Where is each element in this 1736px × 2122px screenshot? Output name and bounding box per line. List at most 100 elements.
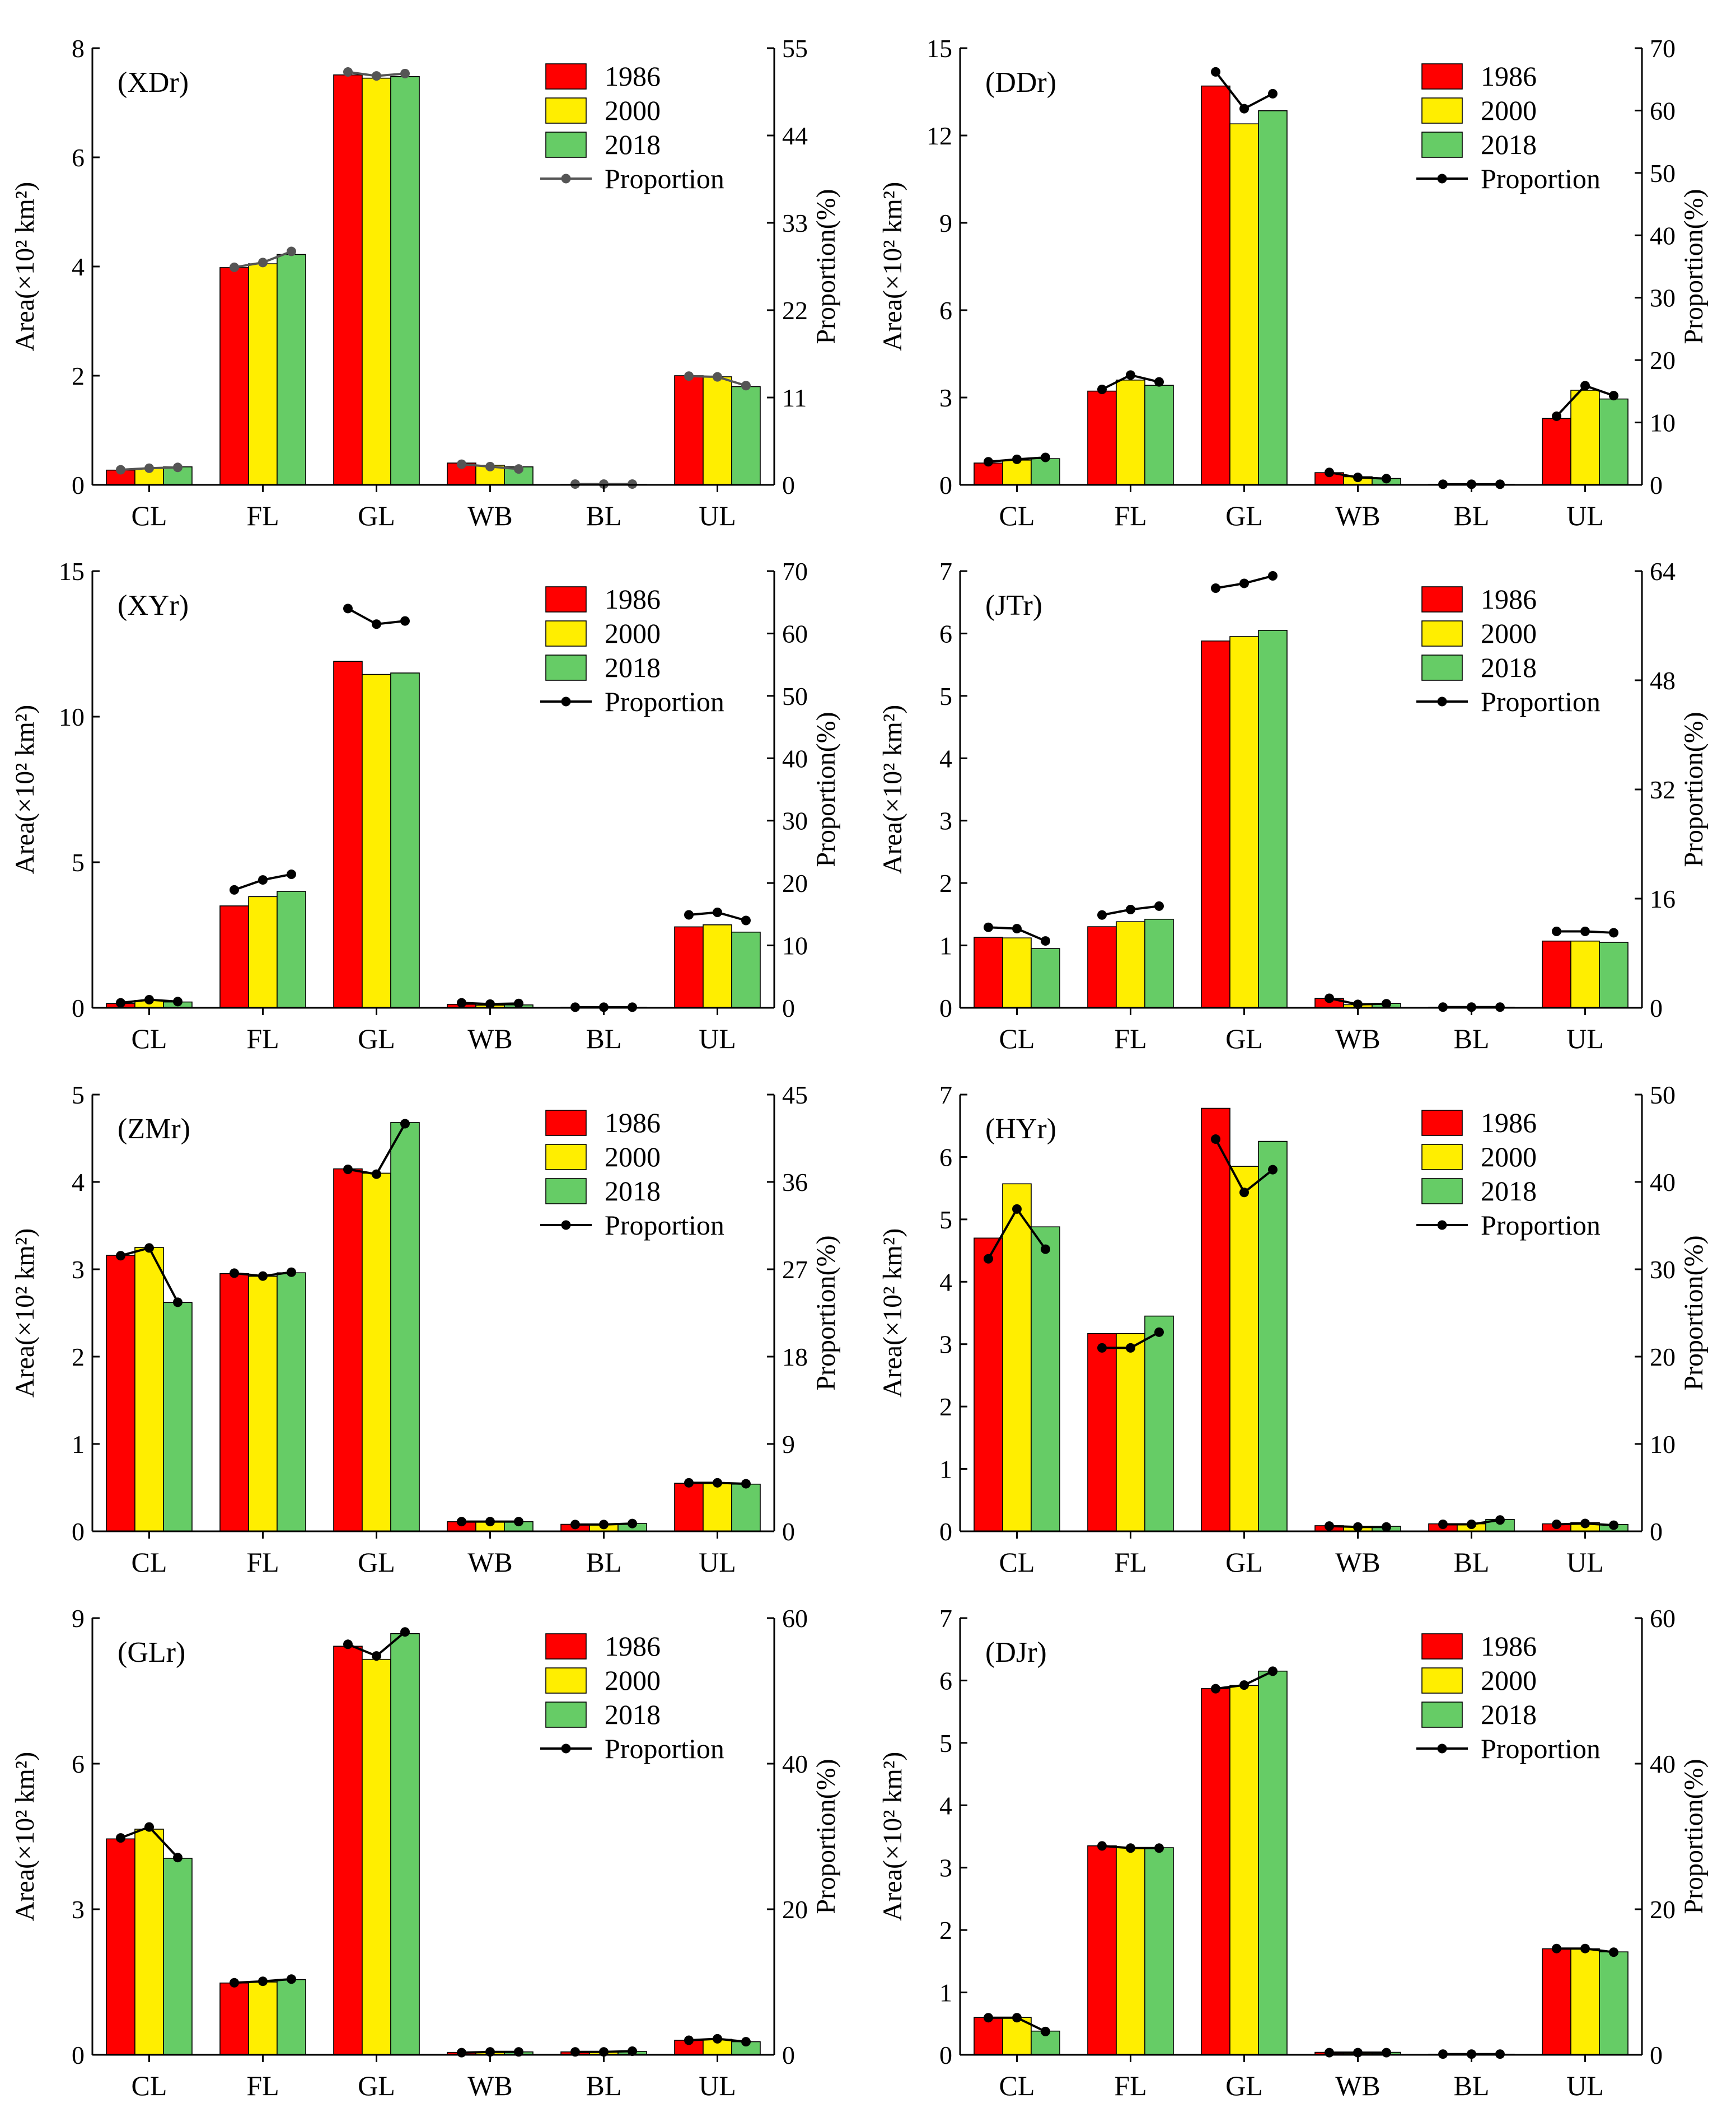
- x-tick-label: UL: [699, 1546, 736, 1578]
- legend-label-1986: 1986: [1481, 583, 1537, 615]
- proportion-point-gl-0: [1211, 67, 1220, 77]
- bar-cl-2018: [1031, 1226, 1060, 1532]
- chart-panel-djr: CL FL GL WB BL UL 0 1 2 3 4 5 6 7 0 20 40 60 Area(×10² km²…: [878, 1604, 1709, 2101]
- legend-swatch-2018: [1421, 1178, 1463, 1204]
- y-tick-label-right: 45: [782, 1081, 808, 1109]
- proportion-point-fl-0: [1097, 385, 1107, 395]
- bar-cl-2018: [163, 1858, 193, 2055]
- proportion-point-fl-0: [1097, 910, 1107, 920]
- proportion-point-fl-0: [230, 885, 239, 895]
- y-tick-label-right: 60: [782, 1604, 808, 1633]
- bar-cl-2000: [1002, 1183, 1032, 1532]
- panel-label: (DDr): [985, 67, 1056, 99]
- bar-gl-2018: [1258, 1670, 1288, 2055]
- legend-swatch-1986: [1421, 586, 1463, 613]
- legend-label-2000: 2000: [605, 1665, 661, 1696]
- bar-gl-1986: [1201, 1688, 1230, 2055]
- legend-label-2000: 2000: [1481, 618, 1537, 649]
- proportion-point-ul-1: [713, 908, 722, 918]
- proportion-point-fl-2: [1154, 901, 1164, 911]
- y-tick-label-right: 50: [1650, 1081, 1676, 1109]
- y-tick-label-left: 6: [939, 296, 952, 325]
- legend-label-proportion: Proportion: [605, 1733, 724, 1764]
- chart-panel-glr: CL FL GL WB BL UL 0 3 6 9 0 20 40 60 Area(×10² km²) Pro…: [10, 1604, 841, 2101]
- x-tick-label: CL: [132, 2070, 167, 2101]
- legend-label-2018: 2018: [1481, 129, 1537, 160]
- proportion-point-ul-1: [1580, 1943, 1590, 1953]
- y-tick-label-right: 40: [782, 1750, 808, 1778]
- proportion-point-cl-1: [1012, 924, 1022, 934]
- proportion-point-cl-1: [1012, 1204, 1022, 1214]
- y-tick-label-right: 9: [782, 1430, 795, 1459]
- x-tick-label: BL: [1454, 500, 1490, 531]
- proportion-point-fl-2: [1154, 1327, 1164, 1337]
- y-tick-label-left: 3: [939, 1854, 952, 1882]
- bar-gl-2000: [1229, 1166, 1259, 1532]
- proportion-point-ul-1: [713, 2034, 722, 2044]
- bar-fl-1986: [219, 267, 249, 485]
- legend-swatch-2018: [545, 655, 587, 681]
- proportion-point-ul-0: [1552, 927, 1561, 936]
- proportion-point-cl-0: [116, 1251, 125, 1261]
- bar-ul-1986: [674, 1483, 704, 1532]
- y-tick-label-right: 55: [782, 34, 808, 63]
- proportion-point-gl-0: [1211, 583, 1220, 593]
- legend-marker-proportion: [1437, 1744, 1447, 1754]
- y-tick-label-left: 9: [72, 1604, 85, 1633]
- y-tick-label-right: 32: [1650, 775, 1676, 804]
- bar-fl-1986: [219, 905, 249, 1008]
- y-tick-label-left: 0: [939, 994, 952, 1022]
- y-tick-label-right: 20: [782, 1895, 808, 1924]
- y-tick-label-right: 10: [1650, 1430, 1676, 1459]
- proportion-point-gl-2: [400, 616, 410, 626]
- legend-label-proportion: Proportion: [1481, 1209, 1601, 1241]
- bar-ul-2018: [731, 386, 761, 485]
- proportion-point-cl-2: [173, 997, 183, 1007]
- y-tick-label-left: 8: [72, 34, 85, 63]
- legend-swatch-2000: [1421, 97, 1463, 124]
- proportion-point-bl-2: [628, 2046, 637, 2056]
- proportion-point-bl-2: [628, 1518, 637, 1529]
- legend-label-2018: 2018: [1481, 1699, 1537, 1730]
- proportion-point-fl-1: [1126, 1843, 1135, 1853]
- y-tick-label-right: 30: [1650, 1255, 1676, 1284]
- legend-label-proportion: Proportion: [1481, 686, 1601, 717]
- x-tick-label: GL: [1225, 2070, 1263, 2101]
- bar-fl-1986: [1087, 390, 1117, 485]
- bar-fl-2018: [1144, 1847, 1174, 2055]
- y-tick-label-right: 0: [1650, 471, 1663, 499]
- proportion-point-cl-1: [144, 1243, 154, 1253]
- legend-swatch-2000: [1421, 1667, 1463, 1694]
- proportion-point-fl-0: [1097, 1343, 1107, 1353]
- y-tick-label-right: 0: [1650, 1517, 1663, 1546]
- bar-cl-2000: [1002, 937, 1032, 1008]
- legend-swatch-1986: [1421, 1110, 1463, 1136]
- y-tick-label-left: 1: [72, 1430, 85, 1459]
- bar-fl-1986: [1087, 1333, 1117, 1532]
- bar-ul-1986: [674, 375, 704, 485]
- y-axis-title-right: Proportion(%): [811, 712, 841, 867]
- legend-marker-proportion: [1437, 697, 1447, 707]
- chart-panel-ddr: CL FL GL WB BL UL 0 3 6 9 12 15 0 10 20 30 40 50 60 70 Area(…: [878, 34, 1709, 531]
- proportion-point-fl-1: [1126, 905, 1135, 914]
- proportion-point-fl-1: [1126, 370, 1135, 380]
- y-axis-title-right: Proportion(%): [811, 189, 841, 344]
- bar-fl-2018: [1144, 1315, 1174, 1532]
- proportion-point-ul-2: [741, 381, 751, 391]
- y-tick-label-left: 5: [939, 1729, 952, 1758]
- legend-label-1986: 1986: [1481, 1630, 1537, 1662]
- bar-fl-2018: [277, 254, 306, 485]
- y-tick-label-right: 70: [1650, 34, 1676, 63]
- x-tick-label: CL: [999, 1023, 1035, 1054]
- x-tick-label: BL: [1454, 2070, 1490, 2101]
- y-tick-label-right: 60: [1650, 1604, 1676, 1633]
- proportion-point-wb-0: [1325, 993, 1334, 1003]
- y-tick-label-left: 6: [72, 1750, 85, 1778]
- y-tick-label-right: 0: [782, 994, 795, 1022]
- x-tick-label: WB: [1335, 1023, 1381, 1054]
- bar-ul-2018: [731, 1483, 761, 1532]
- y-tick-label-right: 70: [782, 557, 808, 586]
